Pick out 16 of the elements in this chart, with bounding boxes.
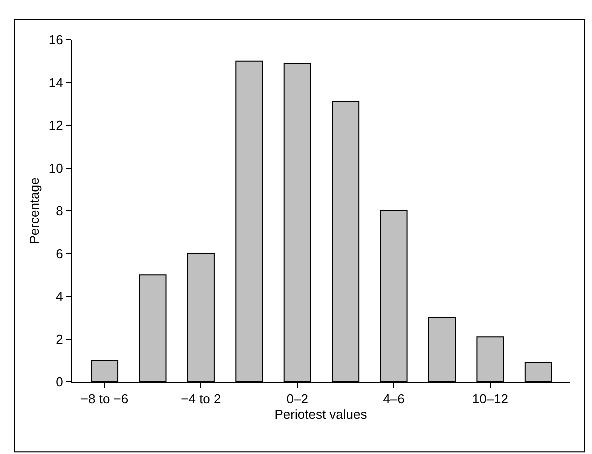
y-tick-label: 0 xyxy=(56,374,64,390)
x-tick-label: −4 to 2 xyxy=(181,392,222,407)
y-tick-label: 16 xyxy=(48,32,64,48)
x-tick-label: 0–2 xyxy=(286,392,308,407)
x-tick-label: 10–12 xyxy=(472,392,509,407)
x-axis-title: Periotest values xyxy=(274,407,368,422)
y-tick-label: 2 xyxy=(56,332,64,347)
y-tick-label: 14 xyxy=(48,75,64,90)
y-tick-label: 4 xyxy=(56,289,64,304)
x-tick-label: 4–6 xyxy=(383,392,405,407)
y-tick-label: 6 xyxy=(56,246,64,262)
y-tick-label: 8 xyxy=(56,204,64,219)
x-tick-label: −8 to −6 xyxy=(80,392,129,407)
y-tick-label: 10 xyxy=(48,160,64,176)
y-axis-title: Percentage xyxy=(26,178,42,244)
y-tick-label: 12 xyxy=(48,118,64,134)
